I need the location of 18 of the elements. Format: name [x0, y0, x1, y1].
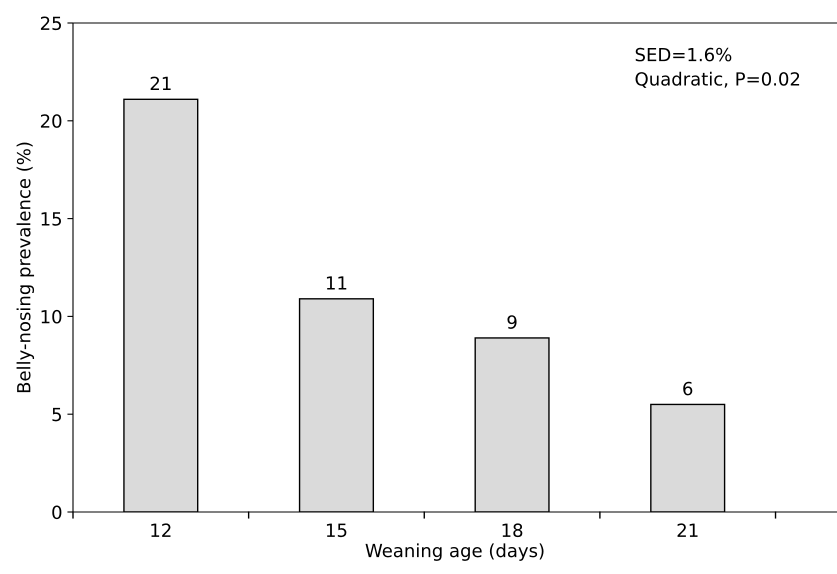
y-axis-title: Belly-nosing prevalence (%) [16, 142, 34, 392]
x-tick-label: 18 [502, 523, 522, 538]
y-tick-label: 0 [52, 505, 62, 520]
x-axis-title: Weaning age (days) [366, 543, 544, 561]
y-tick-label: 25 [40, 16, 62, 30]
y-tick-label: 15 [42, 212, 62, 226]
data-label: 9 [507, 315, 517, 329]
x-tick-label: 21 [678, 523, 698, 537]
y-tick-label: 5 [52, 408, 62, 422]
annotation: SED=1.6% [636, 48, 732, 62]
y-tick-label: 20 [40, 114, 62, 128]
data-label: 6 [683, 382, 692, 396]
data-label: 21 [150, 76, 171, 90]
x-tick-label: 12 [151, 523, 170, 537]
x-tick-label: 15 [326, 524, 346, 538]
data-label: 11 [326, 276, 346, 290]
annotation: Quadratic, P=0.02 [636, 72, 800, 88]
y-tick-label: 10 [42, 310, 62, 324]
